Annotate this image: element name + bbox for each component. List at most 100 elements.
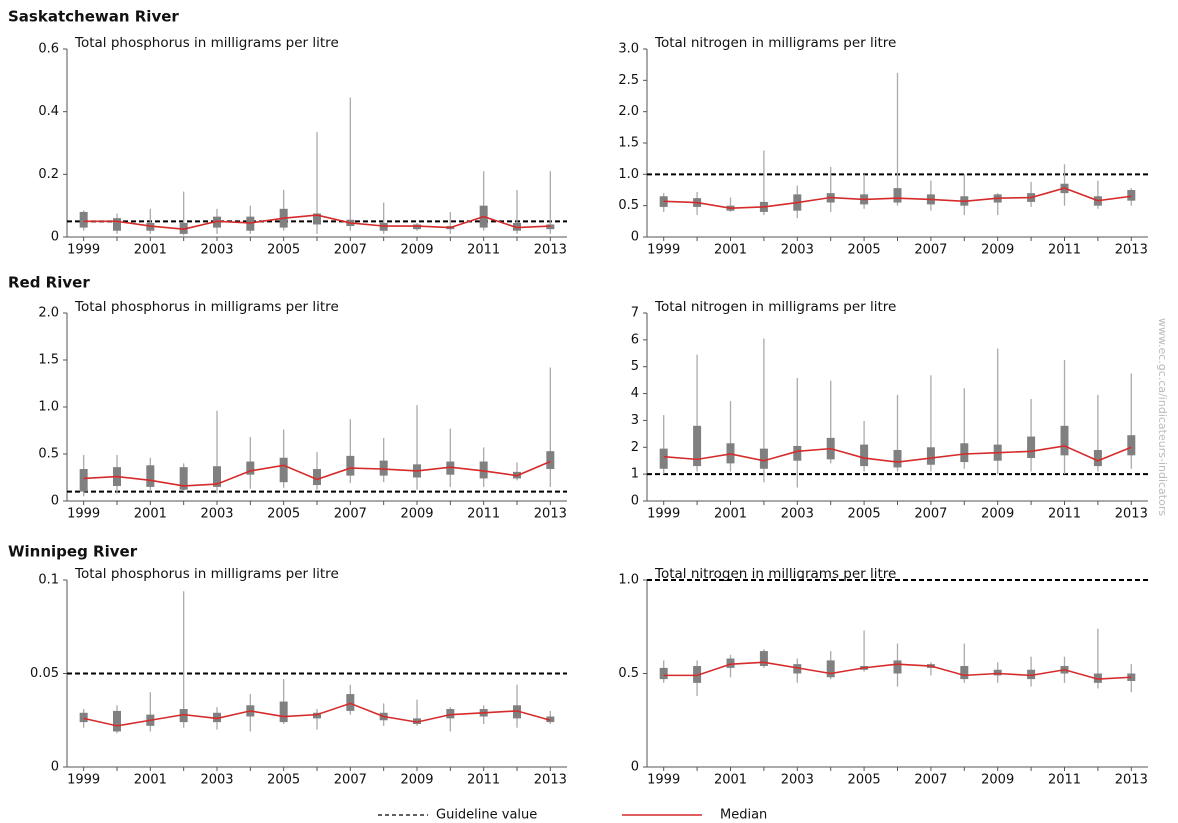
chart-title: Total phosphorus in milligrams per litre <box>74 299 339 315</box>
box <box>659 448 668 469</box>
box <box>693 425 702 467</box>
box <box>179 467 188 490</box>
box <box>79 211 88 228</box>
median-line <box>663 187 1132 209</box>
x-tick-label: 1999 <box>67 243 100 258</box>
x-tick-label: 2009 <box>400 773 433 788</box>
x-tick-label: 2007 <box>334 773 367 788</box>
box <box>1127 435 1136 456</box>
chart-title: Total phosphorus in milligrams per litre <box>74 35 339 51</box>
y-tick-label: 4 <box>631 386 639 401</box>
box <box>793 664 802 674</box>
y-tick-label: 0 <box>51 760 59 775</box>
box <box>313 469 321 486</box>
y-tick-label: 5 <box>631 359 639 374</box>
box <box>179 709 188 723</box>
box <box>659 667 668 680</box>
x-tick-label: 2007 <box>914 243 947 258</box>
box <box>513 705 521 719</box>
median-line <box>83 214 551 230</box>
box <box>759 448 768 469</box>
y-tick-label: 0 <box>51 494 59 509</box>
x-tick-label: 2011 <box>1048 773 1081 788</box>
x-tick-label: 2005 <box>848 507 881 522</box>
y-tick-label: 0.5 <box>618 666 639 681</box>
x-tick-label: 1999 <box>647 243 680 258</box>
box <box>546 451 555 470</box>
box <box>1027 436 1036 459</box>
x-tick-label: 2003 <box>200 773 233 788</box>
box <box>79 712 88 723</box>
y-tick-label: 1.0 <box>618 167 639 182</box>
x-tick-label: 2013 <box>1115 773 1148 788</box>
section-title: Red River <box>8 274 90 292</box>
section-title: Saskatchewan River <box>8 8 179 26</box>
y-tick-label: 0.6 <box>38 42 59 57</box>
x-tick-label: 2013 <box>1115 243 1148 258</box>
x-tick-label: 2011 <box>1048 507 1081 522</box>
y-tick-label: 7 <box>631 306 639 321</box>
x-tick-label: 2007 <box>334 243 367 258</box>
x-tick-label: 2005 <box>267 507 300 522</box>
x-tick-label: 2013 <box>534 243 567 258</box>
box <box>279 701 288 723</box>
x-tick-label: 2009 <box>981 243 1014 258</box>
x-tick-label: 2001 <box>134 773 167 788</box>
box <box>726 658 735 668</box>
x-tick-label: 2011 <box>1048 243 1081 258</box>
section-title: Winnipeg River <box>8 543 138 561</box>
box <box>213 712 221 723</box>
box <box>860 444 869 467</box>
median-line <box>83 460 551 487</box>
box <box>446 709 455 719</box>
y-tick-label: 2.5 <box>618 73 639 88</box>
y-tick-label: 3.0 <box>618 42 639 57</box>
box <box>346 694 355 711</box>
chart-title: Total nitrogen in milligrams per litre <box>654 299 896 315</box>
x-tick-label: 2003 <box>781 243 814 258</box>
box <box>693 666 702 683</box>
x-tick-label: 2005 <box>848 773 881 788</box>
x-tick-label: 2013 <box>534 773 567 788</box>
x-tick-label: 2013 <box>1115 507 1148 522</box>
y-tick-label: 0.1 <box>38 573 59 588</box>
box <box>893 660 902 674</box>
box <box>993 669 1002 676</box>
x-tick-label: 2009 <box>400 507 433 522</box>
x-tick-label: 2009 <box>981 507 1014 522</box>
box <box>313 712 321 719</box>
box <box>146 465 155 487</box>
x-tick-label: 2001 <box>134 243 167 258</box>
box <box>379 460 388 476</box>
box <box>313 213 321 225</box>
chart-title: Total nitrogen in milligrams per litre <box>654 566 896 582</box>
box <box>1127 190 1136 201</box>
box <box>113 710 121 732</box>
x-tick-label: 2007 <box>914 773 947 788</box>
x-tick-label: 1999 <box>647 773 680 788</box>
y-tick-label: 0 <box>631 494 639 509</box>
x-tick-label: 2005 <box>267 243 300 258</box>
box <box>960 443 969 463</box>
legend-label: Median <box>720 808 767 823</box>
y-tick-label: 1.5 <box>38 353 59 368</box>
box <box>759 651 768 667</box>
y-tick-label: 0.4 <box>38 104 59 119</box>
chart-title: Total nitrogen in milligrams per litre <box>654 35 896 51</box>
box <box>960 666 969 680</box>
y-tick-label: 1.5 <box>618 136 639 151</box>
box <box>279 457 288 483</box>
x-tick-label: 2007 <box>334 507 367 522</box>
x-tick-label: 2001 <box>714 243 747 258</box>
box <box>793 445 802 461</box>
box <box>346 455 355 476</box>
y-tick-label: 0 <box>51 230 59 245</box>
chart-title: Total phosphorus in milligrams per litre <box>74 566 339 582</box>
box <box>926 447 935 465</box>
y-tick-label: 0.5 <box>618 198 639 213</box>
y-tick-label: 2 <box>631 440 639 455</box>
box <box>1060 425 1069 456</box>
x-tick-label: 2009 <box>981 773 1014 788</box>
box <box>893 188 902 203</box>
x-tick-label: 2011 <box>467 773 500 788</box>
